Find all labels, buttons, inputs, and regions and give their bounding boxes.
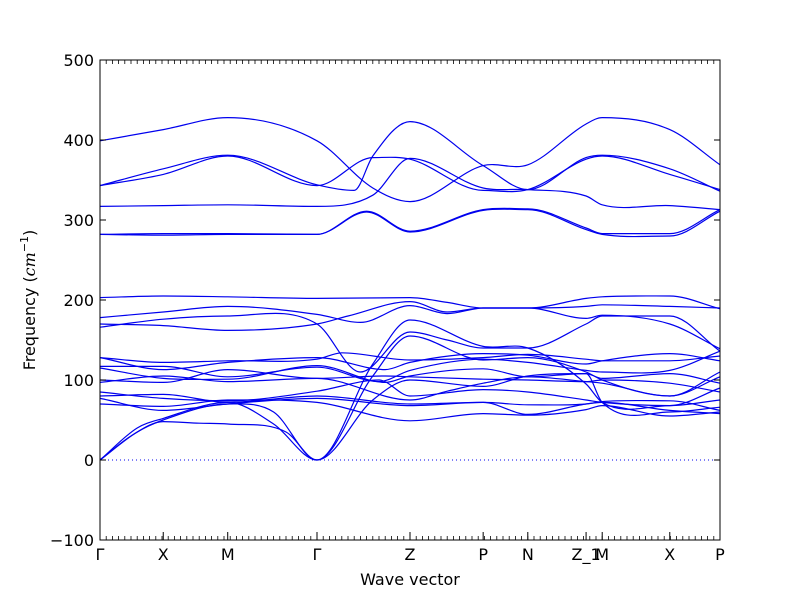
y-tick-label: 400 (63, 131, 94, 150)
band-line-6 (99, 208, 721, 238)
band-line-15 (99, 368, 721, 393)
x-tick-label: Γ (313, 545, 322, 564)
x-tick-label: Z_1 (572, 545, 601, 565)
band-line-21 (99, 319, 721, 461)
y-tick-label: 200 (63, 291, 94, 310)
band-line-11 (99, 352, 721, 364)
y-tick-label: 300 (63, 211, 94, 230)
x-tick-label: P (715, 545, 725, 564)
y-axis-label-unit-exponent: −1 (18, 236, 31, 252)
x-tick-label: Z (405, 545, 416, 564)
band-line-14 (99, 364, 721, 384)
x-tick-label: X (158, 545, 169, 564)
y-tick-label: 500 (63, 51, 94, 70)
y-axis-label-prefix: Frequency ( (20, 276, 39, 370)
band-line-22 (99, 335, 721, 461)
band-line-7 (99, 295, 721, 310)
y-tick-label: −100 (50, 531, 94, 550)
band-line-23 (99, 372, 721, 461)
x-axis-label: Wave vector (360, 570, 460, 589)
x-tick-label: M (221, 545, 235, 564)
x-tick-label: X (664, 545, 675, 564)
band-line-10 (99, 312, 721, 373)
band-line-4 (99, 157, 721, 211)
y-tick-label: 100 (63, 371, 94, 390)
band-line-13 (100, 350, 721, 383)
band-line-16 (99, 375, 721, 401)
band-line-20 (99, 399, 721, 422)
x-tick-label: P (478, 545, 488, 564)
band-line-8 (99, 304, 721, 350)
band-line-3 (99, 155, 721, 193)
band-line-2 (99, 120, 721, 192)
y-tick-label: 0 (84, 451, 94, 470)
plot-frame (99, 59, 721, 541)
band-line-12 (99, 352, 721, 371)
series-group (99, 116, 721, 461)
x-tick-label: Γ (96, 545, 105, 564)
band-line-5 (99, 207, 721, 236)
band-line-1 (99, 116, 721, 203)
y-axis-label-suffix: ) (20, 230, 39, 236)
y-axis-label: Frequency (cm−1) (18, 230, 39, 371)
ticks-group (99, 59, 721, 541)
band-line-9 (99, 300, 721, 332)
x-tick-label: M (595, 545, 609, 564)
x-tick-label: N (522, 545, 534, 564)
y-axis-label-unit: cm (20, 252, 39, 276)
